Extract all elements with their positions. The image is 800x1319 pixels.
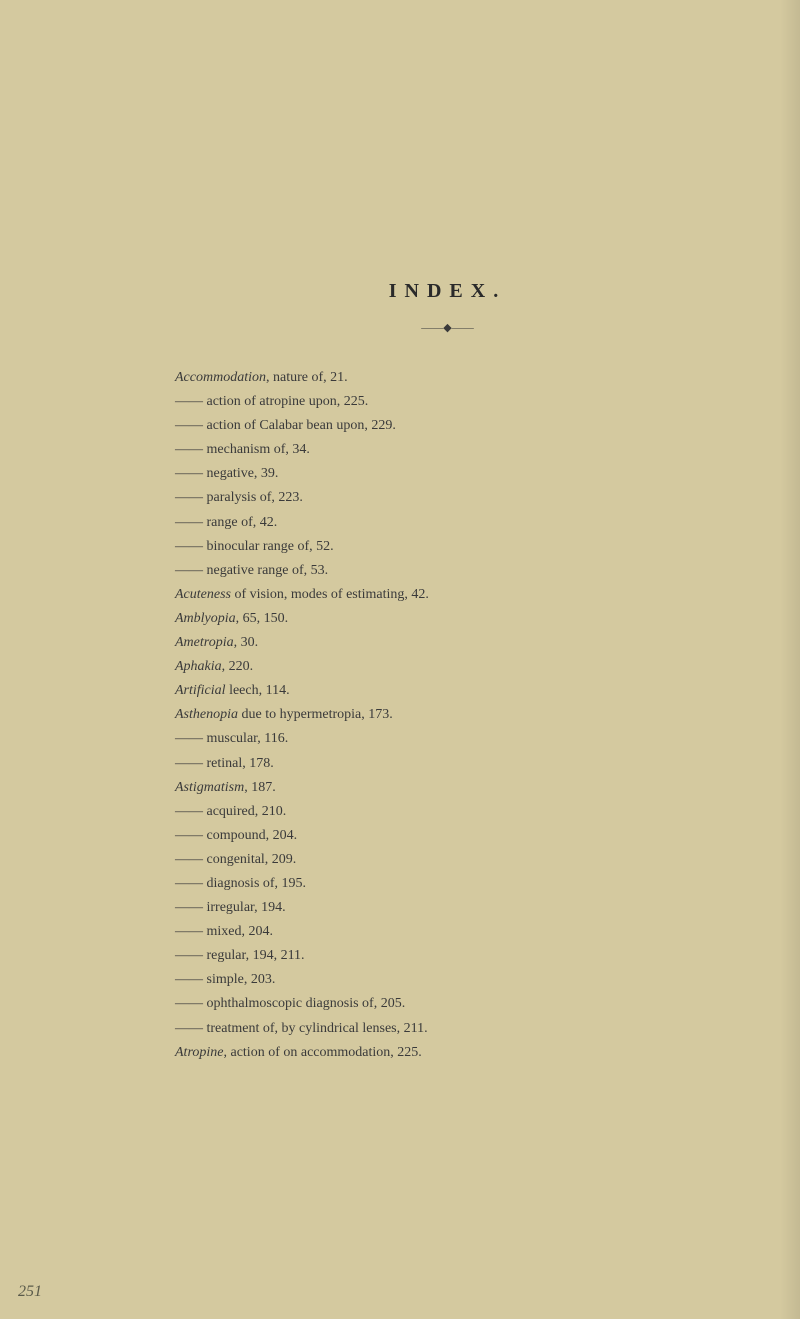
index-entry: —— regular, 194, 211. (175, 944, 680, 967)
entry-text: —— congenital, 209. (175, 852, 296, 867)
entry-term: Atropine (175, 1045, 223, 1060)
entry-text: , 220. (222, 659, 254, 674)
entry-term: Ametropia (175, 635, 234, 650)
entry-text: —— binocular range of, 52. (175, 539, 334, 554)
entry-text: —— range of, 42. (175, 515, 277, 530)
page-number-corner: 251 (18, 1283, 42, 1301)
entry-text: of vision, modes of estimating, 42. (231, 587, 429, 602)
index-entry: —— treatment of, by cylindrical lenses, … (175, 1017, 680, 1040)
entry-term: Amblyopia (175, 611, 236, 626)
entry-term: Acuteness (175, 587, 231, 602)
index-entry: —— action of atropine upon, 225. (175, 390, 680, 413)
index-entry: —— action of Calabar bean upon, 229. (175, 414, 680, 437)
entry-text: , nature of, 21. (266, 370, 348, 385)
entry-text: , 65, 150. (236, 611, 289, 626)
entry-text: —— paralysis of, 223. (175, 490, 303, 505)
page-shadow (780, 0, 800, 1319)
entry-text: —— ophthalmoscopic diagnosis of, 205. (175, 996, 405, 1011)
index-entry: —— irregular, 194. (175, 896, 680, 919)
entry-text: —— mixed, 204. (175, 924, 273, 939)
index-entry: —— negative, 39. (175, 462, 680, 485)
index-entry: —— negative range of, 53. (175, 559, 680, 582)
entry-term: Aphakia (175, 659, 222, 674)
index-entry: —— simple, 203. (175, 968, 680, 991)
entry-term: Artificial (175, 683, 226, 698)
entry-text: —— negative range of, 53. (175, 563, 328, 578)
entry-text: due to hypermetropia, 173. (238, 707, 393, 722)
entry-text: —— negative, 39. (175, 466, 278, 481)
index-entry: —— acquired, 210. (175, 800, 680, 823)
entry-term: Asthenopia (175, 707, 238, 722)
entry-text: , 187. (244, 780, 276, 795)
index-entry: —— ophthalmoscopic diagnosis of, 205. (175, 992, 680, 1015)
index-entry: Accommodation, nature of, 21. (175, 366, 680, 389)
index-entry: Ametropia, 30. (175, 631, 680, 654)
entry-text: —— diagnosis of, 195. (175, 876, 306, 891)
index-entry: —— diagnosis of, 195. (175, 872, 680, 895)
entry-text: —— acquired, 210. (175, 804, 286, 819)
index-entry: Acuteness of vision, modes of estimating… (175, 583, 680, 606)
entry-text: —— treatment of, by cylindrical lenses, … (175, 1021, 428, 1036)
page-title: INDEX. (175, 280, 680, 303)
index-entry: —— compound, 204. (175, 824, 680, 847)
index-entry: Amblyopia, 65, 150. (175, 607, 680, 630)
index-entry: —— muscular, 116. (175, 727, 680, 750)
index-entry: —— retinal, 178. (175, 752, 680, 775)
index-entry: Asthenopia due to hypermetropia, 173. (175, 703, 680, 726)
divider: ——◆—— (175, 321, 680, 334)
entry-text: , action of on accommodation, 225. (223, 1045, 421, 1060)
entry-text: —— compound, 204. (175, 828, 297, 843)
index-entry: —— paralysis of, 223. (175, 486, 680, 509)
index-page: INDEX. ——◆—— Accommodation, nature of, 2… (0, 0, 800, 1064)
entry-text: —— irregular, 194. (175, 900, 286, 915)
entry-text: —— action of atropine upon, 225. (175, 394, 368, 409)
entry-text: —— retinal, 178. (175, 756, 274, 771)
index-entry: —— range of, 42. (175, 511, 680, 534)
index-entry: Aphakia, 220. (175, 655, 680, 678)
index-entry: Artificial leech, 114. (175, 679, 680, 702)
index-entry: —— congenital, 209. (175, 848, 680, 871)
index-entries: Accommodation, nature of, 21. —— action o… (175, 366, 680, 1064)
entry-text: —— action of Calabar bean upon, 229. (175, 418, 396, 433)
entry-text: leech, 114. (226, 683, 290, 698)
entry-text: —— muscular, 116. (175, 731, 288, 746)
index-entry: Atropine, action of on accommodation, 22… (175, 1041, 680, 1064)
index-entry: —— mixed, 204. (175, 920, 680, 943)
entry-text: —— simple, 203. (175, 972, 275, 987)
entry-text: —— regular, 194, 211. (175, 948, 305, 963)
index-entry: Astigmatism, 187. (175, 776, 680, 799)
index-entry: —— binocular range of, 52. (175, 535, 680, 558)
entry-term: Astigmatism (175, 780, 244, 795)
index-entry: —— mechanism of, 34. (175, 438, 680, 461)
entry-term: Accommodation (175, 370, 266, 385)
entry-text: , 30. (234, 635, 259, 650)
entry-text: —— mechanism of, 34. (175, 442, 310, 457)
